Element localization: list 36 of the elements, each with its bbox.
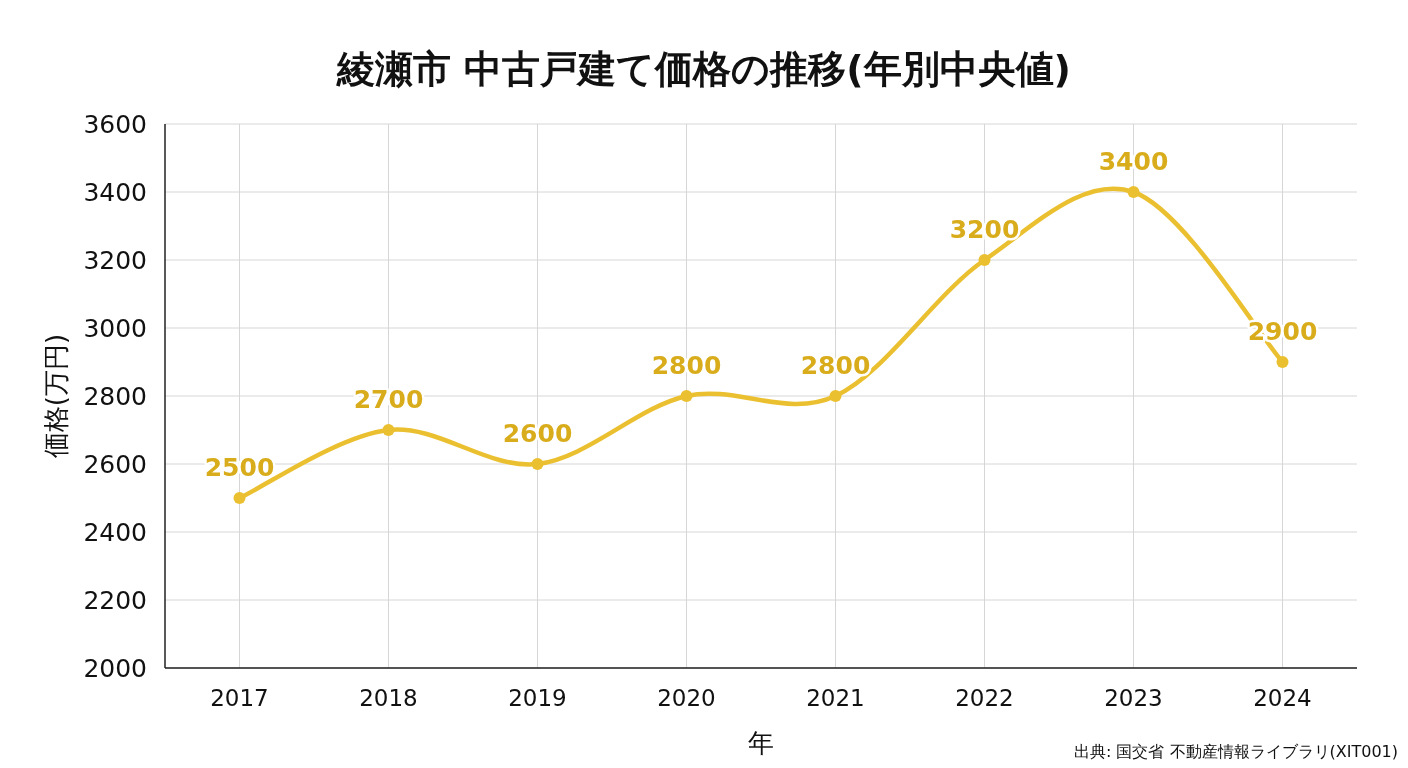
point [978,254,991,266]
y-tick-label: 2400 [83,518,147,547]
x-tick-label: 2017 [210,685,269,711]
point [1276,356,1289,368]
data-label: 2500 [204,453,275,482]
y-tick-label: 3400 [83,178,147,207]
y-axis-title: 価格(万円) [41,333,71,459]
point [1127,186,1140,198]
x-tick-label: 2019 [508,685,567,711]
data-label: 3200 [949,215,1020,244]
data-label: 2800 [651,351,722,380]
x-tick-label: 2021 [806,685,865,711]
y-tick-label: 2000 [83,654,147,683]
source-note: 出典: 国交省 不動産情報ライブラリ(XIT001) [1073,742,1398,761]
data-label: 2700 [353,385,424,414]
x-tick-label: 2023 [1104,685,1163,711]
point [680,390,693,402]
y-tick-label: 2600 [83,450,147,479]
data-label: 2800 [800,351,871,380]
y-tick-label: 2800 [83,382,147,411]
y-tick-label: 3200 [83,246,147,275]
data-label: 3400 [1098,147,1169,176]
point [829,390,842,402]
chart-title: 綾瀬市 中古戸建て価格の推移(年別中央値) [336,47,1071,91]
x-tick-label: 2020 [657,685,716,711]
x-axis-title: 年 [748,728,774,758]
point [531,458,544,470]
point [233,492,246,504]
y-tick-label: 2200 [83,586,147,615]
point [382,424,395,436]
x-tick-label: 2024 [1253,685,1312,711]
data-label: 2600 [502,419,573,448]
x-tick-label: 2022 [955,685,1014,711]
y-tick-label: 3000 [83,314,147,343]
y-tick-label: 3600 [83,110,147,139]
x-tick-label: 2018 [359,685,418,711]
